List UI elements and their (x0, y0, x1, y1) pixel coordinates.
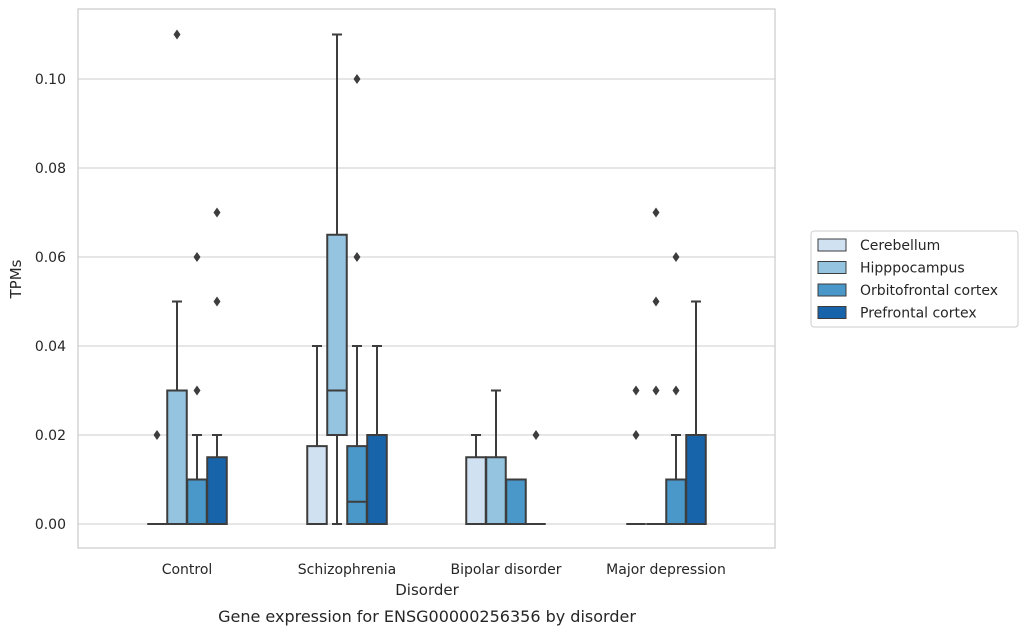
outlier-point (672, 385, 680, 396)
x-tick-labels: Control Schizophrenia Bipolar disorder Majo… (162, 562, 726, 578)
x-tick-label: Bipolar disorder (450, 562, 561, 578)
box-body (665, 478, 687, 525)
y-tick-labels: 0.00 0.02 0.04 0.06 0.08 0.10 (35, 72, 66, 533)
legend-label: Hipppocampus (860, 261, 965, 277)
chart-title: Gene expression for ENSG00000256356 by d… (218, 607, 636, 626)
box-hipppocampus (166, 29, 188, 525)
box-cerebellum (465, 434, 487, 525)
box-body (206, 456, 228, 525)
outlier-point (652, 296, 660, 307)
outlier-point (652, 207, 660, 218)
y-tick-label: 0.08 (35, 161, 66, 177)
box-body (166, 389, 188, 525)
outlier-point (672, 252, 680, 262)
outlier-point (173, 29, 181, 40)
box-body (685, 434, 707, 525)
legend-swatch (817, 283, 847, 297)
box-body (306, 445, 328, 525)
x-axis-label: Disorder (395, 581, 459, 599)
box-body (186, 478, 208, 525)
box-prefrontal-cortex (206, 207, 228, 525)
legend: Cerebellum Hipppocampus Orbitofrontal cort… (810, 230, 1019, 328)
box-cerebellum (306, 345, 328, 525)
legend-label: Orbitofrontal cortex (860, 283, 998, 299)
box-cerebellum (147, 430, 167, 525)
box-hipppocampus (485, 389, 507, 525)
box-body (326, 233, 348, 436)
box-body (366, 434, 388, 525)
box-orbitofrontal-cortex (505, 478, 527, 525)
y-tick-label: 0.06 (35, 250, 66, 266)
box-body (346, 445, 368, 525)
x-tick-label: Schizophrenia (298, 562, 396, 578)
outlier-point (353, 252, 361, 262)
box-orbitofrontal-cortex (665, 252, 687, 525)
x-tick-label: Control (162, 562, 213, 578)
legend-swatch (817, 306, 847, 319)
outlier-point (353, 74, 361, 84)
outlier-point (532, 430, 540, 440)
legend-swatch (817, 238, 847, 252)
box-cerebellum (626, 385, 646, 525)
y-axis-label: TPMs (7, 259, 25, 299)
outlier-point (193, 252, 201, 262)
outlier-point (652, 385, 660, 396)
outlier-point (632, 385, 640, 396)
legend-frame (810, 230, 1019, 328)
plot-frame (77, 8, 776, 549)
outlier-point (193, 385, 201, 396)
boxes (147, 29, 707, 525)
box-hipppocampus (646, 207, 666, 525)
legend-label: Prefrontal cortex (860, 306, 977, 322)
box-hipppocampus (326, 33, 348, 525)
box-body (465, 456, 487, 525)
box-prefrontal-cortex (366, 345, 388, 525)
y-tick-label: 0.02 (35, 428, 66, 444)
box-prefrontal-cortex (526, 430, 546, 525)
x-tick-label: Major depression (606, 562, 726, 578)
y-tick-label: 0.04 (35, 339, 66, 355)
outlier-point (632, 430, 640, 440)
box-body (505, 478, 527, 525)
outlier-point (153, 430, 161, 440)
box-body (485, 456, 507, 525)
box-prefrontal-cortex (685, 300, 707, 525)
legend-swatch (817, 261, 847, 274)
box-orbitofrontal-cortex (346, 74, 368, 525)
outlier-point (213, 296, 221, 307)
y-tick-label: 0.10 (35, 72, 66, 88)
legend-label: Cerebellum (860, 238, 940, 254)
y-tick-label: 0.00 (35, 517, 66, 533)
outlier-point (213, 207, 221, 218)
box-orbitofrontal-cortex (186, 252, 208, 525)
